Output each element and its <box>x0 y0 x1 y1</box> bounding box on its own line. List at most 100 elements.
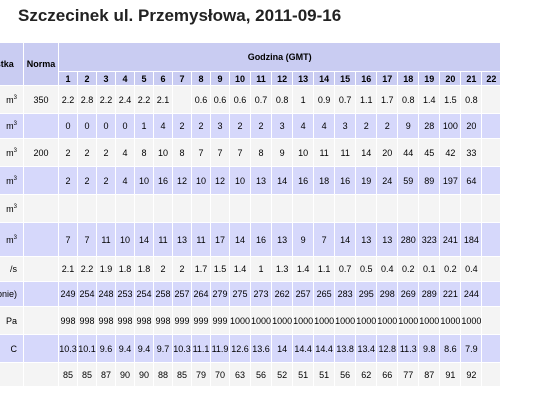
value-cell <box>481 306 502 335</box>
row-label: m3 <box>0 138 24 167</box>
row-label: m3 <box>0 166 24 195</box>
value-cell: 1.1 <box>313 256 336 282</box>
row-norm <box>23 281 59 307</box>
value-cell: 3 <box>334 113 357 139</box>
row-label: m3 <box>0 113 24 139</box>
substance-column-header: ostka <box>0 42 24 86</box>
value-cell: 4 <box>115 166 135 195</box>
value-cell: 51 <box>313 362 336 387</box>
value-cell: 0.4 <box>376 256 399 282</box>
value-cell: 1000 <box>397 306 420 335</box>
value-cell: 45 <box>418 138 441 167</box>
value-cell: 13.4 <box>355 334 378 363</box>
value-cell: 0.8 <box>397 85 420 114</box>
value-cell: 91 <box>439 362 462 387</box>
value-cell: 14 <box>271 334 294 363</box>
value-cell: 2 <box>77 166 97 195</box>
value-cell: 2 <box>58 138 78 167</box>
table-row: Pa 998 998 998 998 998 998 999 999 999 1000 1000 100… <box>0 306 502 335</box>
value-cell: 1.4 <box>228 256 252 282</box>
value-cell <box>250 194 273 223</box>
row-norm <box>23 334 59 363</box>
value-cell <box>481 222 502 257</box>
value-cell <box>96 194 116 223</box>
hour-header-cell: 21 <box>460 71 483 86</box>
hour-header-cell: 3 <box>96 71 116 86</box>
value-cell: 10.3 <box>58 334 78 363</box>
value-cell <box>134 194 154 223</box>
value-cell: 2.2 <box>96 85 116 114</box>
value-cell: 265 <box>313 281 336 307</box>
row-norm <box>23 113 59 139</box>
value-cell: 87 <box>96 362 116 387</box>
unit-exponent: 3 <box>13 94 17 101</box>
value-cell: 1000 <box>334 306 357 335</box>
table-row: m3 <box>0 194 502 223</box>
value-cell: 4 <box>153 113 173 139</box>
value-cell: 11 <box>153 222 173 257</box>
value-cell: 323 <box>418 222 441 257</box>
value-cell: 12.8 <box>376 334 399 363</box>
value-cell: 0.6 <box>228 85 252 114</box>
value-cell: 0.7 <box>250 85 273 114</box>
value-cell: 79 <box>191 362 211 387</box>
value-cell: 16 <box>334 166 357 195</box>
value-cell: 9.7 <box>153 334 173 363</box>
value-cell: 13 <box>172 222 192 257</box>
value-cell: 4 <box>115 138 135 167</box>
hour-header-cell: 10 <box>228 71 252 86</box>
value-cell: 0 <box>96 113 116 139</box>
value-cell: 8 <box>250 138 273 167</box>
value-cell: 2.8 <box>77 85 97 114</box>
value-cell: 257 <box>292 281 315 307</box>
table-row: /s 2.1 2.2 1.9 1.8 1.8 2 2 1.7 1.5 1.4 1 1.3 1.4 1.1 0.… <box>0 256 502 282</box>
value-cell: 85 <box>172 362 192 387</box>
value-cell: 289 <box>418 281 441 307</box>
value-cell: 244 <box>460 281 483 307</box>
hour-header-cell: 6 <box>153 71 173 86</box>
row-norm <box>23 166 59 195</box>
value-cell: 0.5 <box>355 256 378 282</box>
hour-header-cell: 13 <box>292 71 315 86</box>
value-cell: 14 <box>334 222 357 257</box>
value-cell: 10.1 <box>77 334 97 363</box>
value-cell: 56 <box>334 362 357 387</box>
value-cell: 3 <box>210 113 230 139</box>
value-cell: 1000 <box>376 306 399 335</box>
value-cell <box>397 194 420 223</box>
value-cell: 0.7 <box>334 85 357 114</box>
value-cell: 1.8 <box>134 256 154 282</box>
hour-header-cell: 19 <box>418 71 441 86</box>
value-cell: 24 <box>376 166 399 195</box>
hour-header-cell: 4 <box>115 71 135 86</box>
value-cell: 0.9 <box>313 85 336 114</box>
page-title: Szczecinek ul. Przemysłowa, 2011-09-16 <box>18 6 342 25</box>
value-cell: 70 <box>210 362 230 387</box>
value-cell: 1.4 <box>292 256 315 282</box>
value-cell: 2 <box>58 166 78 195</box>
measurements-table-wrapper: ostka Norma Godzina (GMT) 12345678910111… <box>0 42 502 387</box>
value-cell <box>172 194 192 223</box>
value-cell: 7 <box>228 138 252 167</box>
value-cell: 62 <box>355 362 378 387</box>
value-cell: 7 <box>77 222 97 257</box>
value-cell <box>481 85 502 114</box>
value-cell: 0 <box>115 113 135 139</box>
value-cell: 998 <box>115 306 135 335</box>
hour-header-cell: 7 <box>172 71 192 86</box>
value-cell: 9.4 <box>115 334 135 363</box>
value-cell <box>481 113 502 139</box>
row-label: m3 <box>0 222 24 257</box>
measurements-body: m3 350 2.2 2.8 2.2 2.4 2.2 2.1 0.6 0.6 0.6 0.7 0.8 1 0… <box>0 85 502 387</box>
value-cell: 279 <box>210 281 230 307</box>
value-cell: 33 <box>460 138 483 167</box>
unit-exponent: 3 <box>13 121 17 127</box>
unit-exponent: 3 <box>13 175 17 182</box>
value-cell: 12 <box>210 166 230 195</box>
value-cell <box>460 194 483 223</box>
value-cell: 52 <box>271 362 294 387</box>
value-cell: 249 <box>58 281 78 307</box>
table-row: m3 7 7 11 10 14 11 13 11 17 14 16 13 9 7 14 13 13 280 323 24… <box>0 222 502 257</box>
value-cell: 264 <box>191 281 211 307</box>
hour-header-cell: 8 <box>191 71 211 86</box>
